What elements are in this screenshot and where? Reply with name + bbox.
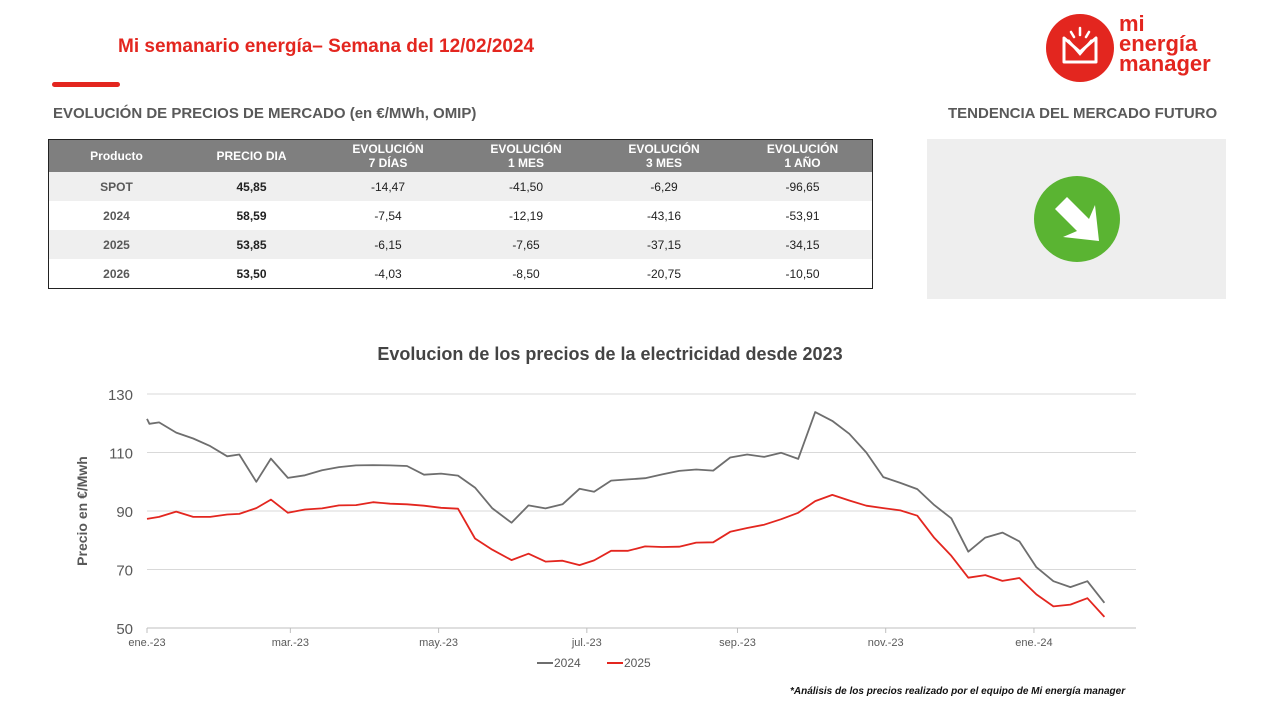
y-tick-label: 70 [116,563,133,580]
cell-evol-1y: -34,15 [733,230,873,259]
table-row: SPOT 45,85 -14,47 -41,50 -6,29 -96,65 [48,172,873,201]
cell-evol-3m: -6,29 [595,172,733,201]
col-header-evol-1y: EVOLUCIÓN 1 AÑO [733,139,873,172]
cell-product: 2026 [103,266,130,281]
y-tick-label: 90 [116,504,133,521]
cell-price: 58,59 [236,208,267,223]
legend-label-2025: 2025 [624,656,651,670]
y-tick-label: 50 [116,621,133,638]
trend-panel [927,139,1226,299]
x-tick-label: mar.-23 [272,637,309,649]
x-tick-label: sep.-23 [719,637,756,649]
cell-evol-1y: -96,65 [733,172,873,201]
table-row: 2026 53,50 -4,03 -8,50 -20,75 -10,50 [49,259,873,289]
legend-label-2024: 2024 [554,656,581,670]
col-header-precio-dia: PRECIO DIA [184,139,319,172]
x-tick-label: nov.-23 [868,637,904,649]
market-section-title: EVOLUCIÓN DE PRECIOS DE MERCADO (en €/MW… [53,105,477,122]
cell-product: 2025 [48,230,184,259]
col-header-producto: Producto [48,139,184,172]
title-underline [52,82,120,87]
cell-evol-7d: -4,03 [374,266,402,281]
logo-line-2: energía [1119,31,1198,56]
logo-text: mi energía manager [1119,11,1211,76]
cell-evol-1m: -8,50 [512,266,540,281]
col-header-evol-7d: EVOLUCIÓN 7 DÍAS [319,139,457,172]
cell-evol-3m: -43,16 [646,208,682,223]
y-tick-label: 130 [108,387,133,404]
cell-evol-1m: -7,65 [457,230,595,259]
cell-evol-1m: -12,19 [508,208,544,223]
down-right-arrow-icon [1034,176,1120,262]
chart-title: Evolucion de los precios de la electrici… [377,344,843,364]
table-row: 2024 58,59 -7,54 -12,19 -43,16 -53,91 [49,201,873,230]
y-axis-label: Precio en €/Mwh [74,456,90,566]
cell-evol-3m: -20,75 [646,266,682,281]
page-title: Mi semanario energía– Semana del 12/02/2… [118,36,535,57]
logo-icon [1046,14,1114,82]
y-tick-label: 110 [109,446,133,463]
x-tick-label: ene.-24 [1015,637,1052,649]
cell-price: 53,50 [236,266,267,281]
brand-logo: mi energía manager [1046,11,1236,84]
cell-product: 2024 [103,208,130,223]
col-header-evol-3m: EVOLUCIÓN 3 MES [595,139,733,172]
x-tick-label: ene.-23 [128,637,165,649]
cell-evol-1y: -53,91 [785,208,820,223]
col-header-evol-1m: EVOLUCIÓN 1 MES [457,139,595,172]
x-tick-label: may.-23 [419,637,458,649]
logo-line-3: manager [1119,51,1211,76]
cell-evol-7d: -14,47 [319,172,457,201]
cell-evol-7d: -6,15 [319,230,457,259]
cell-evol-1m: -41,50 [457,172,595,201]
cell-evol-7d: -7,54 [374,208,402,223]
table-row: 2025 53,85 -6,15 -7,65 -37,15 -34,15 [48,230,873,259]
cell-product: SPOT [48,172,184,201]
x-tick-label: jul.-23 [571,637,602,649]
cell-price: 45,85 [184,172,319,201]
cell-evol-3m: -37,15 [595,230,733,259]
trend-section-title: TENDENCIA DEL MERCADO FUTURO [948,105,1218,122]
cell-evol-1y: -10,50 [785,266,820,281]
series-line-2025 [146,494,1106,618]
table-header-row: Producto PRECIO DIA EVOLUCIÓN 7 DÍAS EVOL… [48,139,873,172]
footnote: *Análisis de los precios realizado por e… [790,686,1126,697]
cell-price: 53,85 [184,230,319,259]
logo-line-1: mi [1119,11,1145,36]
series-line-2024 [146,411,1106,604]
market-prices-table: Producto PRECIO DIA EVOLUCIÓN 7 DÍAS EVOL… [48,139,873,289]
